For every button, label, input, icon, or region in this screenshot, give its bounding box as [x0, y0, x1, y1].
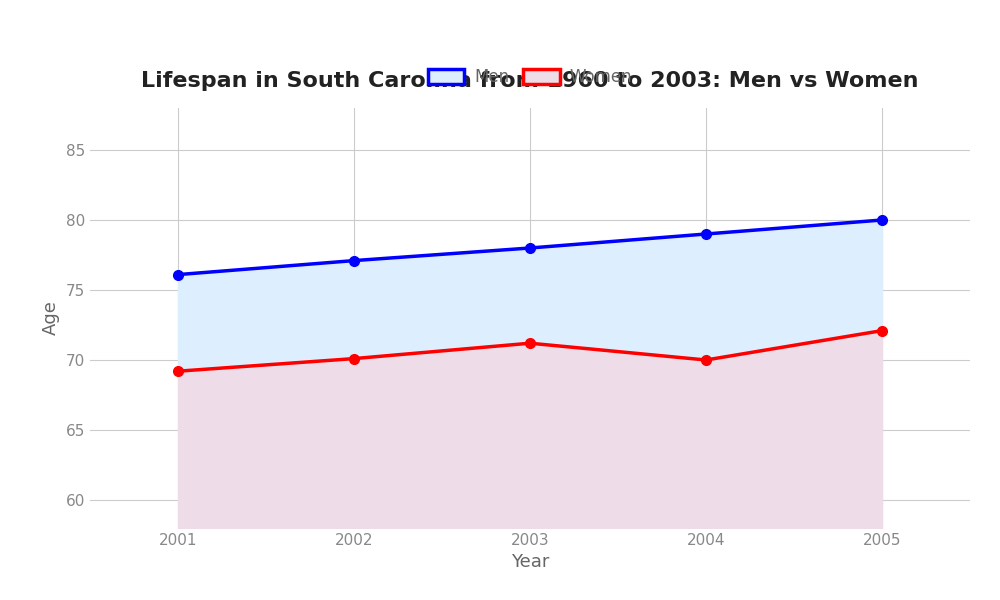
X-axis label: Year: Year: [511, 553, 549, 571]
Legend: Men, Women: Men, Women: [421, 62, 639, 93]
Y-axis label: Age: Age: [42, 301, 60, 335]
Title: Lifespan in South Carolina from 1960 to 2003: Men vs Women: Lifespan in South Carolina from 1960 to …: [141, 71, 919, 91]
